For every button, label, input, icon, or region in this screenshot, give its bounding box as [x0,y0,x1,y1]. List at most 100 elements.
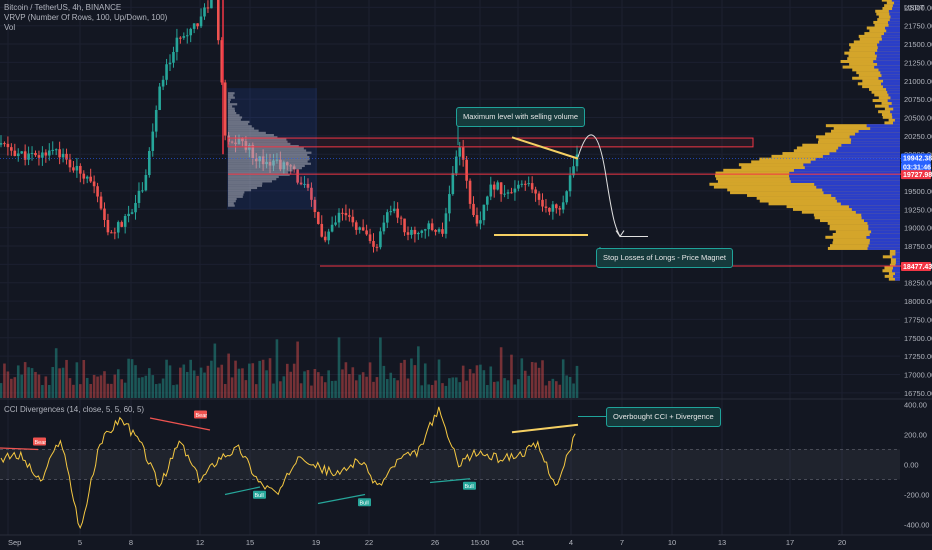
volume-bar [561,359,565,398]
cci-divergence-annotation[interactable]: Overbought CCI + Divergence [606,407,721,427]
vp-buy-row [892,4,900,8]
price-tick-label: 17750.00 [904,315,932,324]
volume-bar [241,368,244,398]
volume-bar [230,377,234,398]
resistance-zone [227,137,754,148]
volume-bar [448,378,451,398]
vp-buy-row [881,34,900,38]
time-tick-label: 10 [668,538,676,547]
vp-buy-row [855,210,900,214]
candle-body [565,191,568,203]
vp-sell-row [756,196,900,200]
vp-buy-row [876,57,900,61]
cci-legend[interactable]: CCI Divergences (14, close, 5, 5, 60, 5) [4,405,145,414]
candle-body [454,156,458,174]
volume-bar [34,371,37,398]
candle-body [510,192,513,194]
vp-sell-row [814,216,900,220]
vp-sell-row [857,82,900,86]
candle-body [165,64,168,80]
label-bg [33,437,46,446]
vp-sell-row [786,205,900,209]
vp-sell-row [889,249,900,253]
vp-buy-row [890,110,900,114]
vp-buy-row [869,232,900,236]
label-text: Bear [35,440,47,446]
vp-sell-row [873,20,900,24]
vp-sell-row [848,54,900,58]
label-text: Bull [255,493,264,499]
volume-bar [379,337,382,398]
vp-row [228,184,263,187]
volume-bar [461,365,465,398]
bear-divergence-line [0,447,39,451]
vp-buy-row [881,37,900,41]
candle-body [161,79,165,87]
candle-body [396,208,399,218]
vp-row [228,125,252,128]
volume-bar [472,373,475,398]
vp-buy-row [888,9,900,13]
candle-body [13,150,17,156]
candle-body [20,151,23,154]
vp-sell-row [801,210,900,214]
volume-bar [272,383,275,398]
vp-row [228,140,288,143]
max-level-annotation[interactable]: Maximum level with selling volume [456,107,586,127]
vp-buy-row [877,46,900,50]
candle-body [430,223,434,230]
volume-bar [189,359,193,398]
candle-body [106,219,110,233]
candle-body [358,227,362,230]
volume-bar [99,375,103,398]
volume-bar [427,384,430,398]
vp-row [228,153,308,157]
vp-sell-row [888,272,900,276]
volume-bar [344,362,348,398]
candle-body [496,182,499,190]
stop-loss-annotation[interactable]: Stop Losses of Longs - Price Magnet [596,248,733,268]
vrvp-legend[interactable]: VRVP (Number Of Rows, 100, Up/Down, 100) [4,13,168,22]
vp-buy-row [822,188,900,192]
vp-buy-row [892,255,900,259]
candle-body [520,183,524,185]
vp-buy-row [870,126,900,130]
price-tag-bg [901,262,931,272]
vp-buy-row [838,146,900,150]
price-tick-label: 18000.00 [904,297,932,306]
volume-legend[interactable]: Vol [4,23,16,32]
vp-buy-row [864,219,900,223]
candle-body [123,216,127,227]
vp-sell-row [858,34,900,38]
vp-buy-row [894,277,900,281]
vp-sell-row [709,182,900,186]
volume-bar [203,372,206,398]
vp-row [228,134,274,137]
symbol-legend[interactable]: Bitcoin / TetherUS, 4h, BINANCE [4,3,122,12]
volume-bar [116,369,120,398]
candle-body [368,234,372,242]
candle-body [296,169,299,183]
vp-buy-row [841,143,900,147]
candle-body [506,192,510,194]
label-text: Bull [465,484,474,490]
candle-body [61,153,65,158]
volume-bar [254,384,258,398]
vp-sell-row [852,68,900,72]
vp-sell-row [827,246,900,250]
candle-body [306,183,310,188]
volume-bar [30,368,34,398]
candle-body [475,215,479,224]
price-tag-label: 19942.38 [903,155,932,162]
time-tick-label: 15:00 [471,538,490,547]
candle-body [423,229,427,231]
vp-buy-row [882,85,900,89]
vp-row [228,180,273,183]
candle-body [89,176,92,182]
price-tag: 19727.98 [901,170,932,180]
volume-bar [165,359,168,398]
vp-sell-row [872,99,900,103]
vp-buy-row [823,191,900,195]
vp-sell-row [869,87,900,91]
